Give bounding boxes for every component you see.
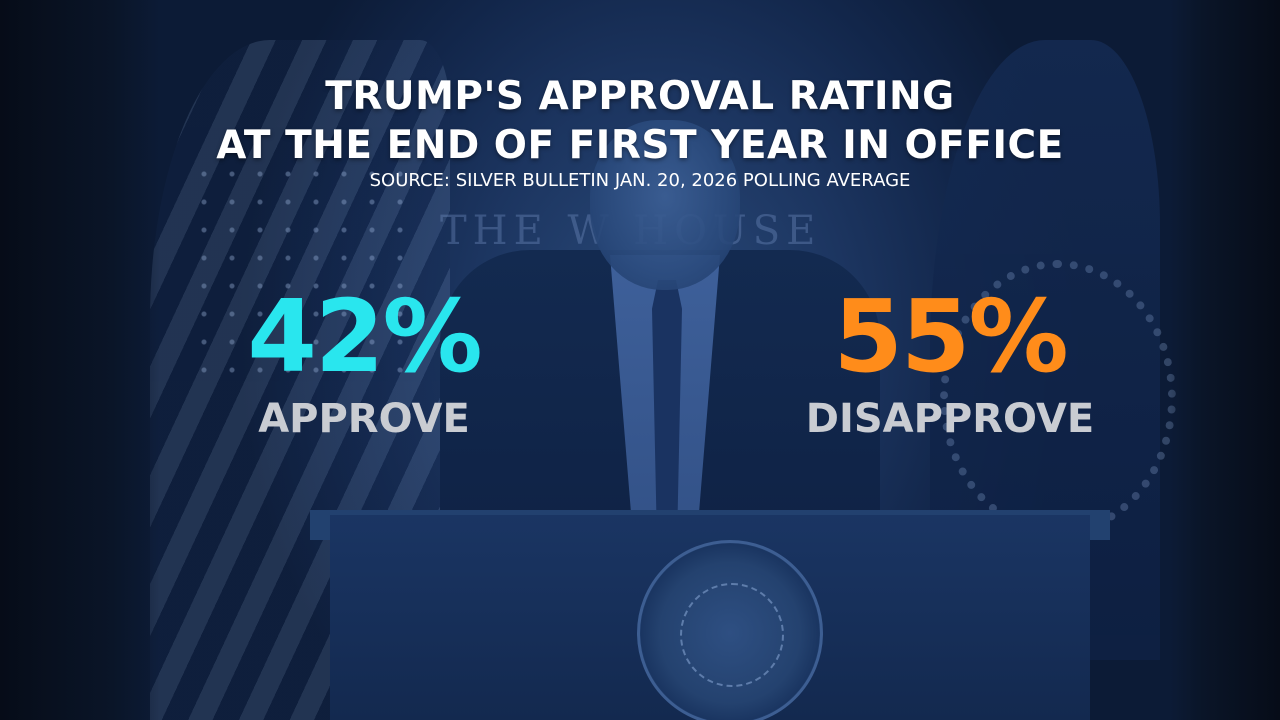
approve-label: APPROVE [258,396,470,442]
disapprove-stat: 55% DISAPPROVE [780,282,1120,444]
disapprove-label: DISAPPROVE [805,396,1095,442]
headline-line-2: AT THE END OF FIRST YEAR IN OFFICE [216,123,1064,168]
flag-stars [190,160,410,380]
disapprove-percentage: 55% [833,278,1068,395]
speaker-head [590,120,740,290]
vignette-right [1170,0,1280,720]
headline-line-1: TRUMP'S APPROVAL RATING [325,74,955,119]
vignette-left [0,0,160,720]
approve-percentage: 42% [247,278,482,395]
presidential-seal-icon [637,540,823,720]
source-caption: SOURCE: SILVER BULLETIN JAN. 20, 2026 PO… [369,170,911,191]
approve-stat: 42% APPROVE [214,282,514,444]
speaker-tie [652,280,682,520]
seal-inner-ring [680,583,784,687]
